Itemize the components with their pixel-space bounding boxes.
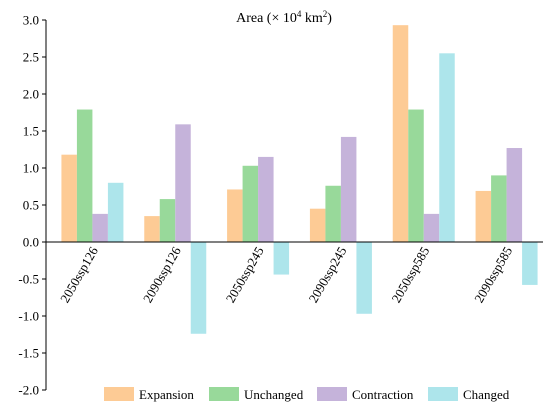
- y-tick-label: -2.0: [18, 383, 39, 398]
- bar-unchanged-2050ssp585: [408, 109, 424, 242]
- bar-unchanged-2090ssp585: [491, 175, 507, 242]
- chart-title-end: ): [327, 11, 332, 26]
- chart-title-unit: km: [301, 11, 323, 26]
- bar-expansion-2050ssp585: [392, 25, 409, 243]
- chart-title-unit-exponent: 2: [323, 9, 328, 19]
- y-tick-label: 2.5: [23, 50, 39, 65]
- x-category-label: 2050ssp245: [223, 244, 267, 305]
- x-category-label: 2050ssp585: [388, 244, 432, 305]
- bar-expansion-2050ssp126: [61, 154, 77, 242]
- bar-expansion-2050ssp245: [227, 189, 243, 242]
- y-tick-label: 1.5: [23, 124, 39, 139]
- bar-contraction-2050ssp126: [92, 213, 108, 242]
- legend-swatch-expansion: [104, 387, 134, 401]
- legend-label-unchanged: Unchanged: [244, 387, 304, 402]
- bar-unchanged-2050ssp126: [76, 109, 93, 242]
- legend-swatch-changed: [428, 387, 458, 401]
- bar-contraction-2090ssp126: [175, 124, 191, 242]
- y-tick-label: -1.0: [18, 309, 39, 324]
- bar-contraction-2090ssp585: [506, 148, 523, 242]
- legend-label-contraction: Contraction: [352, 387, 414, 402]
- legend-swatch-contraction: [317, 387, 347, 401]
- y-tick-label: 3.0: [23, 13, 39, 28]
- bar-unchanged-2090ssp126: [159, 199, 176, 242]
- bar-contraction-2090ssp245: [340, 136, 357, 242]
- x-category-label: 2050ssp126: [57, 244, 101, 306]
- bar-changed-2090ssp245: [356, 242, 372, 314]
- chart-title: Area (× 104 km2): [236, 9, 332, 26]
- x-category-label: 2090ssp585: [471, 244, 515, 305]
- chart-title-exponent: 4: [297, 9, 302, 19]
- bars-layer: [61, 25, 538, 334]
- legend-label-expansion: Expansion: [139, 387, 194, 402]
- bar-changed-2090ssp126: [190, 242, 207, 334]
- bar-unchanged-2050ssp245: [242, 165, 259, 242]
- bar-changed-2090ssp585: [522, 242, 538, 285]
- legend-swatch-unchanged: [209, 387, 239, 401]
- bar-contraction-2050ssp245: [258, 156, 274, 242]
- svg-text:Area (× 104 km2): Area (× 104 km2): [236, 9, 332, 26]
- bar-contraction-2050ssp585: [423, 213, 440, 242]
- legend-label-changed: Changed: [463, 387, 510, 402]
- y-tick-label: 1.0: [23, 161, 39, 176]
- y-axis-ticks: 3.0 2.5 2.0 1.5 1.0 0.5 0.0 -0.5 -1.0 -1.5 -2.0: [18, 13, 46, 398]
- bar-changed-2050ssp126: [107, 182, 124, 242]
- bar-unchanged-2090ssp245: [325, 185, 341, 242]
- legend: Expansion Unchanged Contraction Changed: [104, 387, 510, 402]
- y-tick-label: 0.5: [23, 198, 39, 213]
- bar-changed-2050ssp585: [439, 53, 455, 242]
- y-tick-label: 2.0: [23, 87, 39, 102]
- bar-changed-2050ssp245: [273, 242, 290, 275]
- x-category-label: 2090ssp126: [140, 244, 184, 306]
- bar-expansion-2090ssp585: [475, 190, 492, 242]
- y-tick-label: 0.0: [23, 235, 39, 250]
- bar-expansion-2090ssp245: [309, 208, 326, 242]
- chart-title-main: Area (× 10: [236, 11, 297, 26]
- bar-expansion-2090ssp126: [144, 216, 160, 242]
- y-tick-label: -1.5: [18, 346, 39, 361]
- y-tick-label: -0.5: [18, 272, 39, 287]
- x-category-label: 2090ssp245: [305, 244, 349, 305]
